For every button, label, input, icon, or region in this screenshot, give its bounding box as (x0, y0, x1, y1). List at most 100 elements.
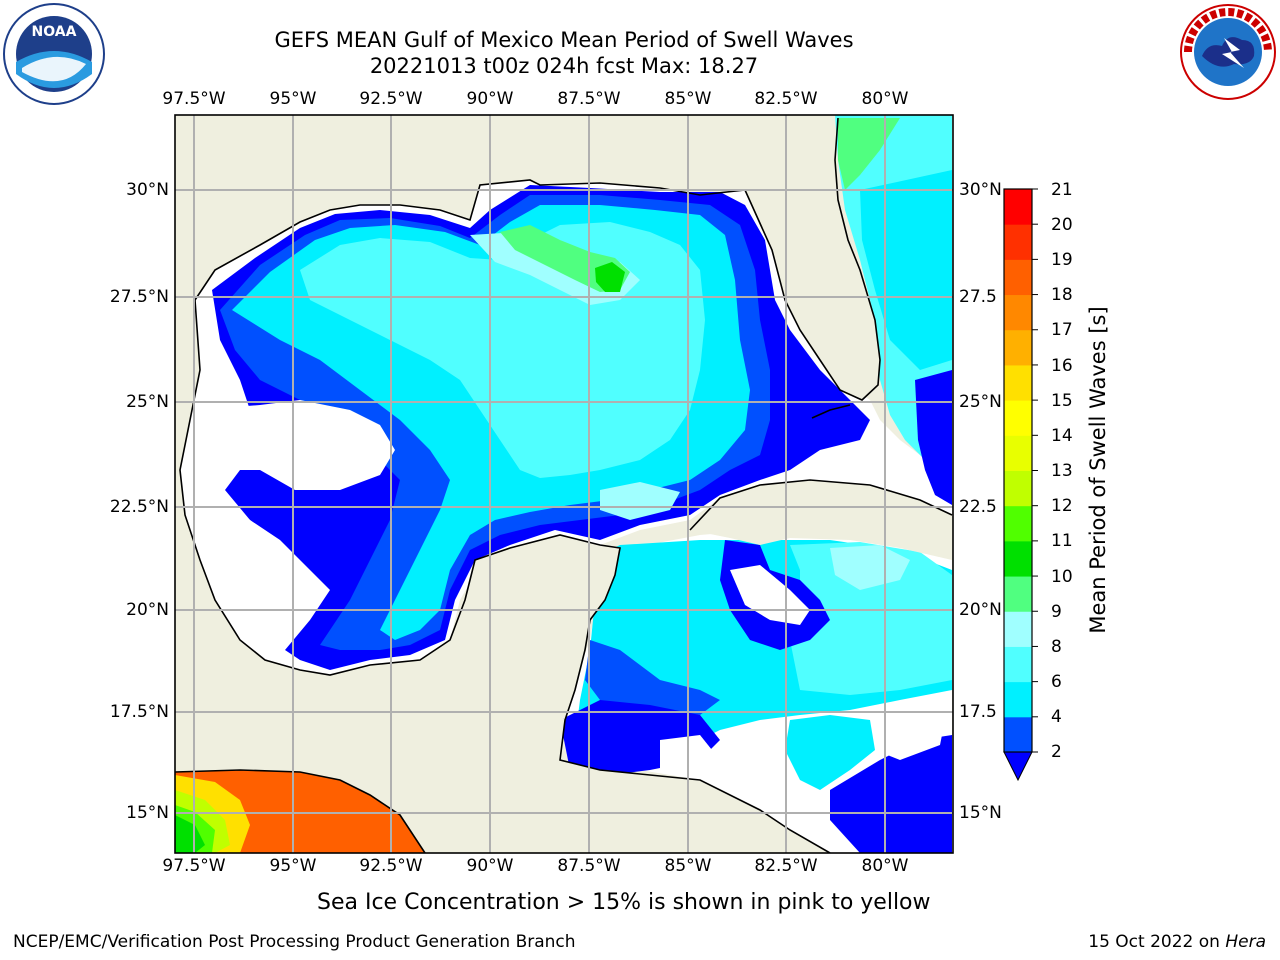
lon-label-top: 85°W (664, 89, 712, 109)
colorbar-tick-label: 19 (1051, 250, 1073, 270)
carib-light-cyan (790, 542, 952, 695)
colorbar-tick-label: 9 (1051, 602, 1062, 622)
lat-label-right: 27.5 (959, 287, 997, 307)
colorbar-tick-label: 13 (1051, 461, 1073, 481)
colorbar-tick-label: 12 (1051, 496, 1073, 516)
lon-label-bottom: 90°W (466, 856, 514, 876)
lon-label-bottom: 80°W (861, 856, 909, 876)
svg-text:NOAA: NOAA (32, 24, 77, 40)
colorbar-segment (1004, 716, 1032, 753)
lat-label-right: 25°N (959, 392, 1002, 412)
colorbar-tick-label: 17 (1051, 320, 1073, 340)
colorbar-tick-label: 2 (1051, 742, 1062, 762)
colorbar-tick-label: 8 (1051, 637, 1062, 657)
lat-label-right: 15°N (959, 803, 1002, 823)
gulf-bright-green (595, 262, 625, 292)
lon-label-top: 97.5°W (162, 89, 226, 109)
colorbar-tick-label: 16 (1051, 356, 1073, 376)
atlantic-teal (860, 170, 952, 370)
footer-host: Hera (1225, 932, 1266, 952)
florida-land (745, 160, 880, 400)
lon-label-bottom: 97.5°W (162, 856, 226, 876)
lat-label-left: 25°N (126, 392, 169, 412)
footer-credit: NCEP/EMC/Verification Post Processing Pr… (13, 932, 576, 952)
atlantic-blue (915, 370, 952, 505)
lat-label-left: 17.5°N (109, 702, 169, 722)
colorbar-tick-label: 4 (1051, 707, 1062, 727)
carib-pale (830, 545, 910, 590)
lon-label-bottom: 95°W (269, 856, 317, 876)
lon-label-bottom: 82.5°W (754, 856, 818, 876)
lat-label-right: 22.5 (959, 497, 997, 517)
lat-label-left: 22.5°N (109, 497, 169, 517)
lon-label-top: 82.5°W (754, 89, 818, 109)
colorbar-tick-label: 20 (1051, 215, 1073, 235)
lon-label-top: 90°W (466, 89, 514, 109)
colorbar-frame (1003, 188, 1033, 753)
yucatan-land (460, 535, 620, 720)
colorbar-title: Mean Period of Swell Waves [s] (1086, 306, 1110, 634)
colorbar-segment (1004, 505, 1032, 542)
lon-label-top: 92.5°W (359, 89, 423, 109)
colorbar-tick-label: 6 (1051, 672, 1062, 692)
gulf-pale-cyan (600, 482, 680, 520)
noaa-logo: NOAA (3, 3, 105, 105)
coastlines (175, 117, 953, 853)
footer-date: 15 Oct 2022 on Hera (1088, 932, 1266, 952)
colorbar-tick-label: 14 (1051, 426, 1073, 446)
colorbar-segment (1004, 224, 1032, 260)
nws-logo (1180, 4, 1276, 100)
carib-hole-se (870, 712, 945, 760)
colorbar-tick-label: 10 (1051, 567, 1073, 587)
graticule (175, 115, 953, 853)
carib-mid-blue (585, 640, 720, 715)
colorbar-segment (1004, 400, 1032, 436)
cuba-land (690, 480, 952, 560)
colorbar (1004, 188, 1038, 753)
page-title-2: 20221013 t00z 024h fcst Max: 18.27 (369, 54, 759, 78)
colorbar-segment (1004, 259, 1032, 296)
colorbar-tick-label: 15 (1051, 391, 1073, 411)
carib-cyan-se (785, 715, 875, 790)
map-frame (174, 114, 954, 854)
lon-label-bottom: 92.5°W (359, 856, 423, 876)
lat-label-right: 30°N (959, 180, 1002, 200)
footer-date-text: 15 Oct 2022 on (1088, 932, 1226, 952)
carib-blue-se (830, 735, 952, 853)
colorbar-segment (1004, 540, 1032, 577)
colorbar-extend (1003, 751, 1033, 782)
colorbar-segment (1004, 576, 1032, 612)
lon-label-top: 87.5°W (557, 89, 621, 109)
sea-ice-note: Sea Ice Concentration > 15% is shown in … (317, 890, 931, 915)
gulf-hole-sw (205, 500, 320, 650)
lat-label-right: 20°N (959, 600, 1002, 620)
pacific-bright-green (175, 815, 205, 853)
colorbar-segment (1004, 611, 1032, 647)
page-title-1: GEFS MEAN Gulf of Mexico Mean Period of … (274, 28, 854, 52)
lat-label-left: 20°N (126, 600, 169, 620)
lat-label-left: 30°N (126, 180, 169, 200)
lon-label-top: 80°W (861, 89, 909, 109)
lon-label-top: 95°W (269, 89, 317, 109)
colorbar-segment (1004, 329, 1032, 366)
colorbar-tick-label: 18 (1051, 285, 1073, 305)
colorbar-segment (1004, 294, 1032, 331)
lat-label-right: 17.5 (959, 702, 997, 722)
colorbar-tick-label: 21 (1051, 180, 1073, 200)
carib-hole-2 (660, 735, 720, 775)
mexico-land (175, 300, 830, 853)
lat-label-left: 27.5°N (109, 287, 169, 307)
us-coast-land (175, 115, 835, 310)
colorbar-segment (1004, 189, 1032, 225)
colorbar-tick-label: 11 (1051, 531, 1073, 551)
lon-label-bottom: 85°W (664, 856, 712, 876)
colorbar-segment (1004, 681, 1032, 718)
colorbar-segment (1004, 470, 1032, 507)
lat-label-left: 15°N (126, 803, 169, 823)
lon-label-bottom: 87.5°W (557, 856, 621, 876)
colorbar-segment (1004, 646, 1032, 683)
colorbar-segment (1004, 435, 1032, 471)
colorbar-segment (1004, 364, 1032, 401)
map-area (175, 115, 953, 853)
